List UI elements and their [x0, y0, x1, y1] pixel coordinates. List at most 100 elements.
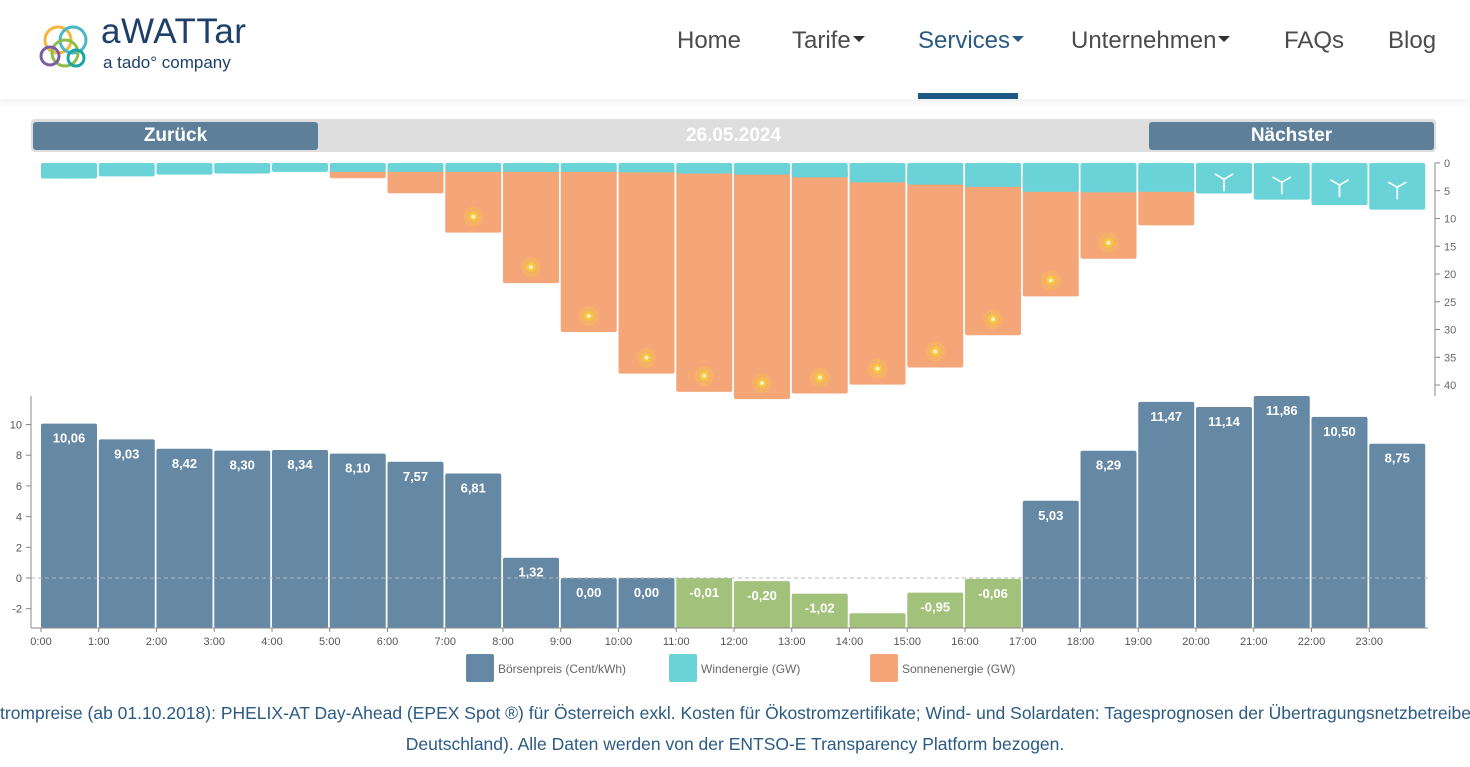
price-bar-label: 11,47 — [1150, 409, 1182, 424]
nav-home[interactable]: Home — [677, 27, 741, 59]
nav-active-indicator — [918, 93, 1018, 99]
sun-icon — [752, 373, 772, 394]
nav-services[interactable]: Services — [918, 27, 1025, 59]
time-axis-tick-label: 12:00 — [720, 636, 748, 648]
solar-bar — [618, 170, 675, 374]
price-bar — [560, 578, 617, 628]
sun-icon — [636, 347, 657, 368]
sun-icon — [1040, 270, 1061, 291]
price-bar — [1369, 443, 1426, 628]
turbine-blade — [1330, 179, 1341, 186]
nav-unternehmen[interactable]: Unternehmen — [1071, 27, 1231, 59]
price-bar-label: 8,10 — [345, 461, 370, 476]
wind-bar — [907, 163, 964, 185]
energy-axis-tick-label: 0 — [1444, 158, 1450, 170]
price-bar-label: 7,57 — [403, 469, 428, 484]
solar-bar — [965, 170, 1021, 336]
price-axis-tick-label: 2 — [16, 542, 22, 554]
nav-faqs[interactable]: FAQs — [1284, 27, 1344, 59]
awattar-logo[interactable]: aWATTar a tado° company — [38, 12, 268, 76]
sun-icon-center — [933, 349, 938, 354]
wind-bar — [445, 163, 502, 172]
sun-icon-center — [702, 373, 707, 378]
solar-bar — [791, 170, 848, 394]
sun-icon — [1098, 232, 1119, 253]
time-axis-tick-label: 0:00 — [30, 636, 51, 648]
price-bar — [965, 578, 1021, 628]
time-axis-tick-label: 18:00 — [1067, 636, 1095, 648]
turbine-blade — [1223, 173, 1234, 181]
nav-faqs-label: FAQs — [1284, 27, 1345, 54]
price-bar-label: 0,00 — [576, 585, 601, 600]
sun-icon-center — [586, 313, 591, 318]
wind-bar — [1196, 163, 1252, 194]
price-bar — [387, 461, 444, 628]
turbine-blade — [1396, 181, 1407, 189]
time-axis-tick-label: 15:00 — [893, 636, 921, 648]
sun-icon-center — [644, 355, 649, 360]
price-bar-label: 8,30 — [230, 458, 255, 473]
solar-bar — [445, 170, 502, 233]
wind-turbine-icon — [1214, 173, 1234, 192]
time-axis-tick-label: 4:00 — [261, 636, 282, 648]
sun-icon — [925, 341, 946, 362]
time-axis-tick-label: 2:00 — [146, 636, 167, 648]
next-day-button[interactable]: Nächster — [1149, 122, 1434, 150]
price-axis-tick-label: 10 — [10, 420, 22, 432]
price-bar-label: -1,02 — [805, 601, 835, 616]
solar-bar — [734, 170, 790, 400]
turbine-blade — [1280, 176, 1292, 184]
time-axis-tick-label: 19:00 — [1124, 636, 1152, 648]
solar-bar — [503, 170, 559, 284]
price-bar-label: 11,14 — [1208, 414, 1241, 429]
sun-icon — [983, 309, 1003, 330]
price-axis-tick-label: 4 — [16, 512, 22, 524]
sun-icon — [694, 365, 715, 386]
nav-tarife[interactable]: Tarife — [792, 27, 865, 59]
turbine-blade — [1214, 173, 1225, 181]
price-bar — [1196, 407, 1252, 628]
time-axis-tick-label: 17:00 — [1009, 636, 1037, 648]
turbine-blade — [1387, 181, 1399, 189]
price-bar-label: 9,03 — [114, 446, 139, 461]
time-axis-tick-label: 20:00 — [1182, 636, 1210, 648]
price-bar — [1253, 395, 1310, 628]
wind-turbine-icon — [1387, 181, 1407, 200]
wind-bar — [214, 163, 271, 174]
energy-axis-tick-label: 25 — [1444, 297, 1456, 309]
wind-bar — [1080, 163, 1137, 193]
energy-axis-tick-label: 15 — [1444, 241, 1456, 253]
turbine-blade — [1272, 176, 1283, 184]
nav-blog[interactable]: Blog — [1388, 27, 1436, 59]
wind-bar — [1369, 163, 1426, 210]
sun-icon-center — [1048, 278, 1053, 283]
energy-axis-tick-label: 20 — [1444, 269, 1456, 281]
nav-unternehmen-label: Unternehmen — [1071, 27, 1217, 54]
time-axis-tick-label: 21:00 — [1240, 636, 1268, 648]
wind-bar — [734, 163, 790, 175]
price-bar — [1022, 500, 1079, 628]
wind-bar — [503, 163, 559, 172]
chevron-down-icon — [852, 35, 865, 42]
chevron-down-icon — [1012, 35, 1025, 42]
data-source-caption: trompreise (ab 01.10.2018): PHELIX-AT Da… — [0, 698, 1470, 760]
legend-label: Sonnenenergie (GW) — [902, 662, 1015, 676]
wind-bar — [849, 163, 906, 183]
wind-bar — [1022, 163, 1079, 192]
price-bar-label: -0,95 — [920, 600, 950, 615]
solar-bar — [907, 170, 964, 368]
price-bar-label: 10,50 — [1323, 424, 1356, 439]
sun-icon-center — [875, 366, 880, 371]
wind-bar — [1311, 163, 1368, 206]
turbine-blade — [1338, 179, 1349, 186]
price-axis-tick-label: 6 — [16, 481, 22, 493]
price-bar — [214, 450, 271, 628]
prev-day-button[interactable]: Zurück — [33, 122, 318, 150]
sun-icon — [578, 305, 599, 326]
price-bar-label: 10,06 — [53, 431, 86, 446]
price-bar-label: 5,03 — [1038, 508, 1063, 523]
price-bar-label: 0,00 — [634, 585, 659, 600]
price-bar — [618, 578, 675, 628]
logo-rings-icon — [39, 25, 88, 68]
